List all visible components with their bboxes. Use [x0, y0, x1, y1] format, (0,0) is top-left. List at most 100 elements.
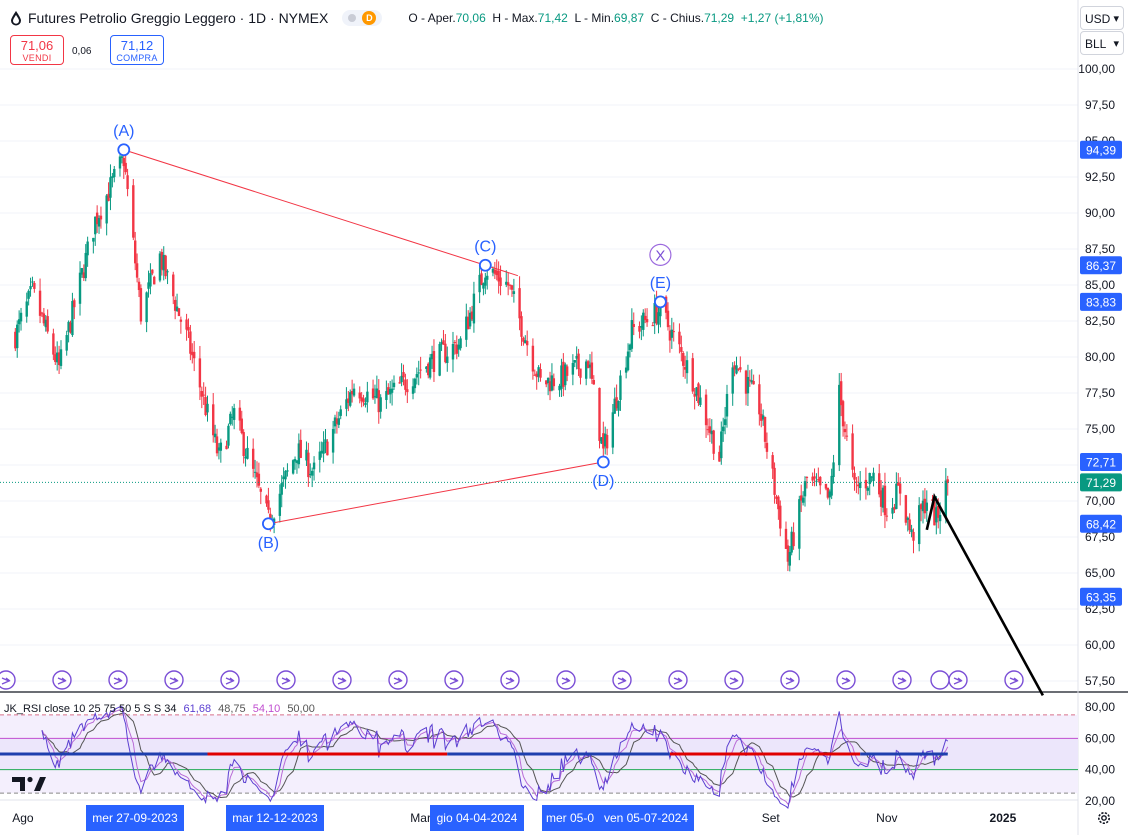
event-arrow — [1, 677, 11, 685]
wave-label: (B) — [258, 535, 279, 552]
candle — [602, 433, 605, 449]
candle — [326, 441, 329, 456]
candle — [388, 388, 392, 395]
rsi-value-1: 61,68 — [183, 703, 212, 715]
rsi-value-2: 48,75 — [218, 703, 246, 715]
candle — [29, 286, 32, 290]
price-badge — [1080, 514, 1122, 533]
candle — [280, 483, 283, 495]
candle — [390, 388, 394, 393]
symbol-title[interactable]: Futures Petrolio Greggio Leggero · 1D · … — [28, 10, 329, 26]
candle — [215, 436, 219, 454]
candle — [284, 470, 287, 480]
candle — [189, 331, 192, 354]
candle — [790, 531, 793, 553]
candle — [71, 301, 74, 336]
candle — [213, 433, 217, 438]
candle — [550, 375, 554, 391]
upper-trendline — [123, 149, 519, 277]
candle — [438, 344, 441, 376]
chart-header: Futures Petrolio Greggio Leggero · 1D · … — [0, 0, 1078, 70]
rsi-value-4: 50,00 — [287, 703, 315, 715]
price-tick-label: 70,00 — [1085, 494, 1115, 508]
sell-button[interactable]: 71,06 VENDI — [10, 35, 64, 65]
candle — [765, 442, 769, 452]
rsi-tick-label: 80,00 — [1085, 700, 1115, 714]
candle — [731, 367, 734, 394]
buy-button[interactable]: 71,12 COMPRA — [110, 35, 164, 65]
candles — [14, 145, 949, 572]
candle — [46, 316, 49, 332]
candle — [678, 331, 681, 345]
high-label: H - Max. — [492, 11, 538, 25]
sell-price: 71,06 — [20, 38, 54, 53]
event-arrow — [897, 677, 907, 685]
candle — [655, 302, 658, 324]
candle — [710, 430, 713, 435]
candle — [664, 296, 668, 313]
candle — [872, 472, 875, 481]
candle — [562, 361, 565, 387]
candle — [299, 439, 302, 458]
rsi-name[interactable]: JK_RSI — [4, 703, 42, 715]
event-arrow — [785, 677, 795, 685]
candle — [788, 551, 791, 566]
buy-label: COMPRA — [116, 53, 158, 63]
price-tick-label: 80,00 — [1085, 350, 1115, 364]
candle — [177, 308, 181, 317]
candle — [792, 532, 795, 547]
candle — [760, 413, 763, 421]
candle — [293, 459, 297, 462]
candle — [841, 401, 845, 427]
low-label: L - Min. — [574, 11, 615, 25]
candle — [697, 383, 700, 404]
price-tick-label: 57,50 — [1085, 674, 1115, 688]
price-badge — [1080, 452, 1122, 471]
rsi-legend: JK_RSI close 10 25 75 50 5 S S 34 61,68 … — [4, 703, 315, 715]
candle — [531, 345, 535, 372]
candle — [185, 319, 188, 330]
candle — [499, 277, 502, 287]
candle — [451, 343, 455, 360]
candle — [493, 269, 497, 274]
candle — [242, 432, 245, 456]
candle — [364, 403, 367, 405]
price-badge-label: 83,83 — [1086, 295, 1116, 309]
candle — [132, 185, 135, 238]
candle — [737, 368, 740, 370]
candle — [105, 195, 108, 224]
visibility-icon[interactable] — [348, 14, 357, 22]
candle — [546, 377, 550, 383]
candle — [611, 412, 615, 448]
currency-select[interactable]: USD — [1080, 6, 1124, 31]
candle — [777, 496, 780, 510]
candle — [145, 292, 148, 323]
gear-icon[interactable] — [1096, 810, 1112, 826]
candle — [904, 495, 908, 523]
rsi-smooth-line — [41, 707, 949, 805]
candle — [109, 177, 112, 198]
candle — [885, 515, 889, 517]
unit-select[interactable]: BLL — [1080, 31, 1124, 56]
candle — [925, 502, 928, 511]
tradingview-logo-icon[interactable] — [12, 774, 46, 792]
event-arrow — [281, 677, 291, 685]
candle — [921, 500, 925, 512]
candle — [147, 282, 150, 289]
date-highlight — [598, 805, 694, 831]
date-highlight — [226, 805, 324, 831]
candle — [733, 365, 736, 370]
candle — [337, 418, 341, 425]
candle — [259, 488, 262, 492]
date-highlight — [86, 805, 184, 831]
candle — [366, 391, 369, 403]
delayed-data-badge[interactable]: D — [362, 11, 377, 25]
candle — [95, 212, 99, 225]
candle — [92, 237, 95, 242]
date-highlight-label: mer 27-09-2023 — [92, 811, 178, 825]
candle — [309, 473, 312, 475]
candle — [908, 519, 911, 531]
candle — [761, 415, 765, 420]
candle — [881, 487, 885, 508]
